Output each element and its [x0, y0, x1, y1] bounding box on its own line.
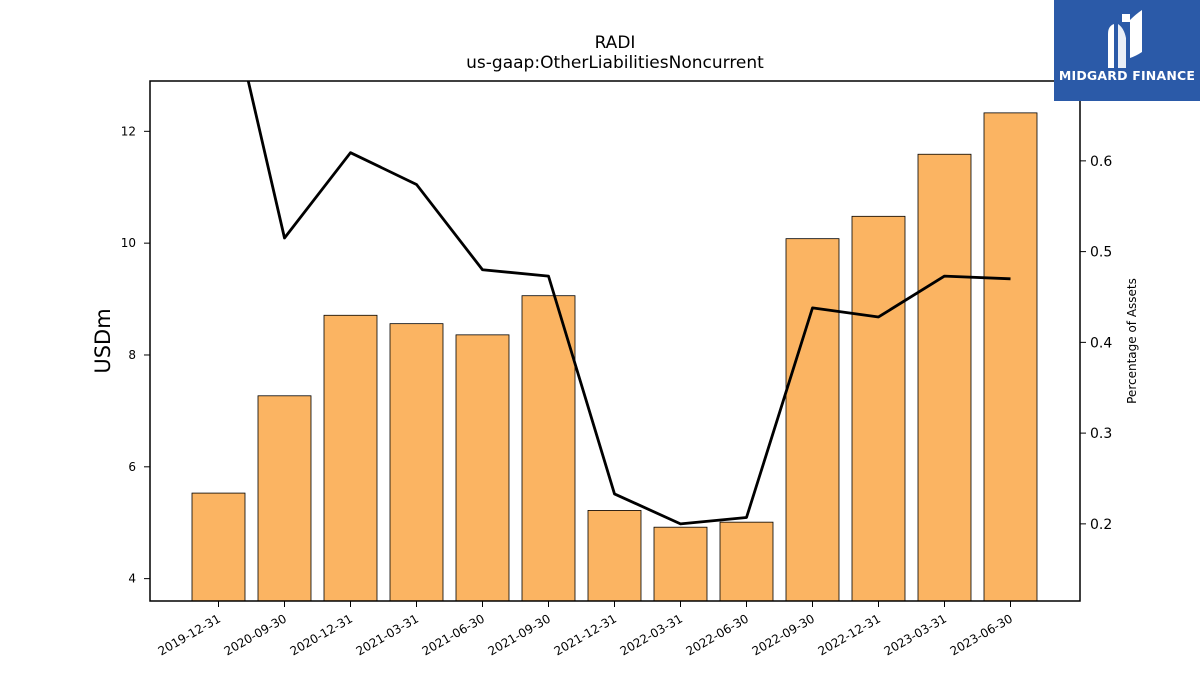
- y-axis-label: USDm: [91, 308, 115, 373]
- x-tick-label: 2023-06-30: [948, 611, 1015, 658]
- chart-subtitle: us-gaap:OtherLiabilitiesNoncurrent: [466, 53, 764, 73]
- x-tick-label: 2020-09-30: [222, 611, 289, 658]
- bar: [851, 215, 906, 602]
- bar: [653, 526, 708, 602]
- bar: [983, 112, 1038, 602]
- x-tick-label: 2022-03-31: [618, 611, 685, 658]
- percentage-line: [246, 81, 1011, 526]
- bar: [917, 153, 972, 602]
- brand-name: MIDGARD FINANCE: [1058, 68, 1196, 83]
- y-tick-label: 4: [128, 572, 136, 586]
- y-axis-right: 0.2 0.3 0.4 0.5 0.6: [1080, 154, 1112, 533]
- bar: [389, 323, 444, 602]
- bar: [455, 334, 510, 602]
- x-tick-label: 2021-06-30: [420, 611, 487, 658]
- y2-tick-label: 0.2: [1090, 517, 1112, 533]
- x-tick-label: 2022-12-31: [816, 611, 883, 658]
- y-tick-label: 10: [121, 236, 136, 250]
- y-tick-label: 8: [128, 348, 136, 362]
- x-tick-label: 2021-03-31: [354, 611, 421, 658]
- x-tick-label: 2021-12-31: [552, 611, 619, 658]
- x-tick-label: 2020-12-31: [288, 611, 355, 658]
- bar: [521, 295, 576, 602]
- bar-series: [191, 112, 1038, 602]
- x-axis: 2019-12-312020-09-302020-12-312021-03-31…: [156, 601, 1015, 658]
- y2-tick-label: 0.3: [1090, 426, 1112, 442]
- x-tick-label: 2019-12-31: [156, 611, 223, 658]
- y2-tick-label: 0.6: [1090, 154, 1112, 170]
- midgard-finance-logo: MIDGARD FINANCE: [1054, 0, 1200, 101]
- bar: [257, 395, 312, 602]
- y2-tick-label: 0.5: [1090, 245, 1112, 261]
- x-tick-label: 2021-09-30: [486, 611, 553, 658]
- x-tick-label: 2022-06-30: [684, 611, 751, 658]
- bar: [785, 238, 840, 602]
- x-tick-label: 2022-09-30: [750, 611, 817, 658]
- bar: [191, 492, 246, 602]
- y-tick-label: 6: [128, 460, 136, 474]
- bar: [719, 521, 774, 602]
- y-tick-label: 12: [121, 124, 136, 138]
- y2-axis-label: Percentage of Assets: [1125, 278, 1139, 404]
- bar: [323, 314, 378, 602]
- midgard-m-icon: [1054, 8, 1200, 74]
- line-series: [246, 81, 1011, 526]
- chart-title: RADI: [595, 33, 636, 53]
- y-axis-left: 4 6 8 10 12: [121, 124, 150, 586]
- bar: [587, 510, 642, 602]
- x-tick-label: 2023-03-31: [882, 611, 949, 658]
- y2-tick-label: 0.4: [1090, 335, 1112, 351]
